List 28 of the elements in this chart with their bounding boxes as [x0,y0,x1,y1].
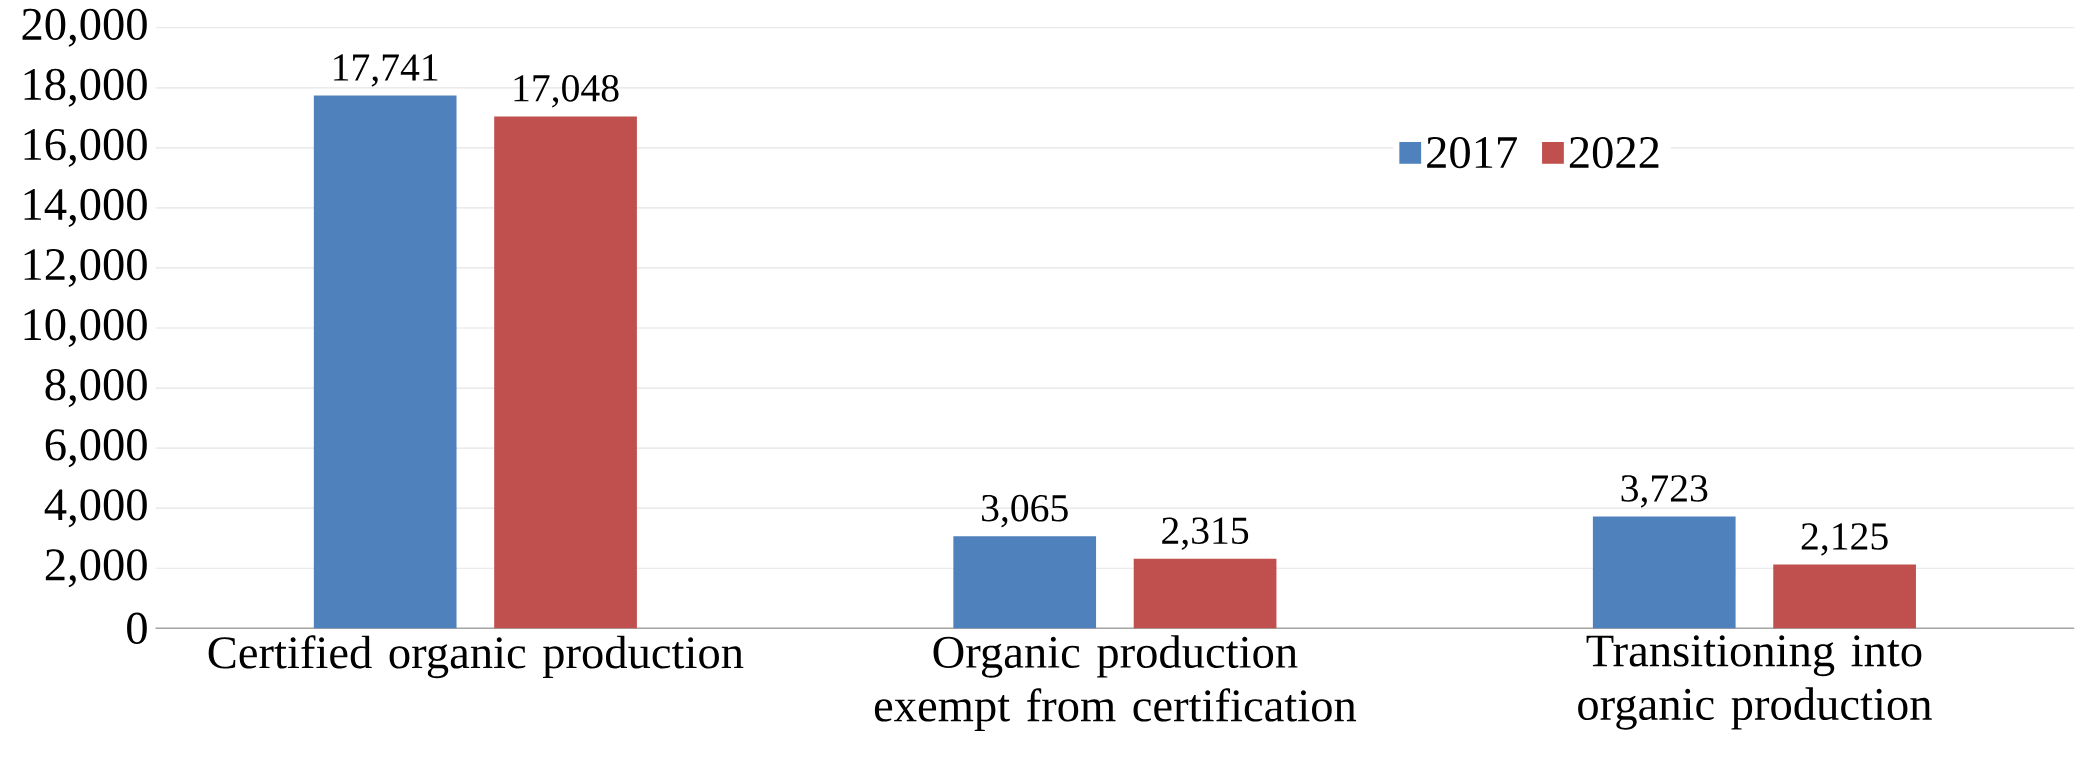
y-tick-label: 20,000 [22,8,147,47]
y-tick-label: 10,000 [24,308,147,348]
bar [313,95,457,629]
data-label: 17,741 [334,54,438,87]
data-label: 3,723 [1621,475,1708,508]
x-tick-label: Organic production exempt from certification [874,635,1357,732]
y-tick-label: 2,000 [45,549,147,588]
x-tick-label: Transitioning into organic production [1578,635,1932,730]
y-tick-label: 0 [127,612,147,644]
bar [1773,564,1916,629]
y-tick-label: 14,000 [24,188,147,227]
y-tick-label: 12,000 [24,248,147,287]
y-tick-label: 4,000 [44,489,147,528]
bar [953,536,1097,629]
bar [494,116,637,629]
y-tick-label: 8,000 [45,368,147,408]
bar [1592,516,1736,629]
x-tick-label: Certified organic production [208,635,744,679]
y-tick-label: 18,000 [24,68,147,107]
data-label: 2,125 [1801,523,1888,556]
data-label: 2,315 [1162,517,1249,550]
data-label: 3,065 [982,494,1068,528]
legend-label: 2022 [1569,136,1659,169]
bar [1133,558,1277,629]
y-tick-label: 16,000 [24,128,147,167]
y-tick-label: 6,000 [45,429,147,468]
legend-label: 2017 [1427,136,1517,169]
data-label: 17,048 [514,74,619,108]
